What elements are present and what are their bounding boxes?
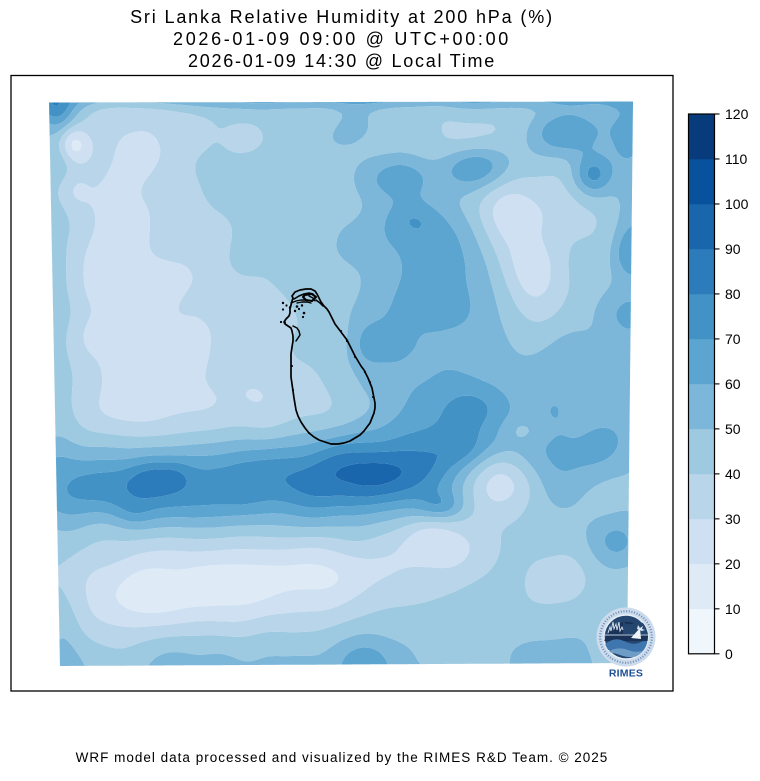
svg-text:Sri Lanka Relative Humidity at: Sri Lanka Relative Humidity at 200 hPa (…: [130, 7, 554, 27]
svg-text:2026-01-09 14:30 @ Local Time: 2026-01-09 14:30 @ Local Time: [188, 51, 496, 71]
svg-text:RIMES: RIMES: [609, 668, 643, 680]
svg-text:70: 70: [725, 331, 741, 347]
svg-text:30: 30: [725, 511, 741, 527]
svg-text:100: 100: [725, 196, 749, 212]
svg-text:60: 60: [725, 376, 741, 392]
svg-text:120: 120: [725, 106, 749, 122]
svg-text:0: 0: [725, 646, 733, 662]
svg-text:110: 110: [725, 151, 748, 167]
svg-text:20: 20: [725, 556, 741, 572]
svg-text:40: 40: [725, 466, 741, 482]
svg-text:80: 80: [725, 286, 741, 302]
svg-text:2026-01-09 09:00 @ UTC+00:00: 2026-01-09 09:00 @ UTC+00:00: [173, 29, 511, 49]
svg-text:WRF model data processed and v: WRF model data processed and visualized …: [76, 750, 609, 765]
svg-text:50: 50: [725, 421, 741, 437]
svg-text:90: 90: [725, 241, 741, 257]
svg-text:10: 10: [725, 601, 741, 617]
